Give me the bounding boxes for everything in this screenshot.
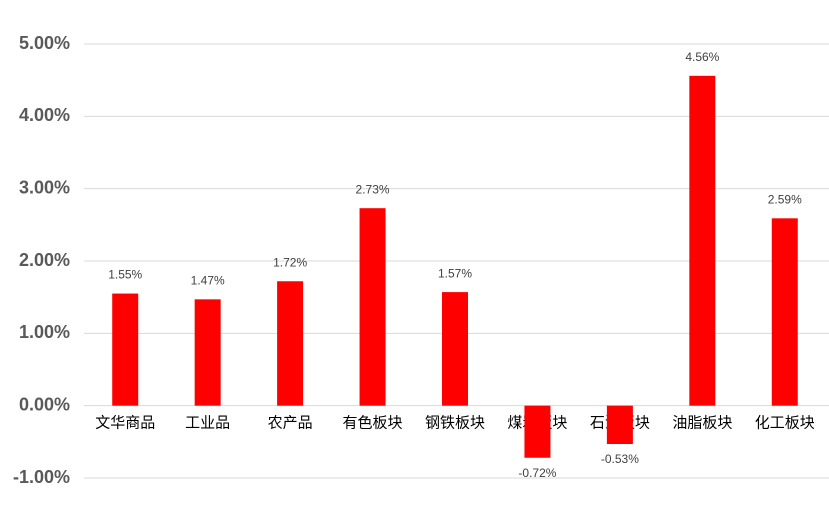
value-label: 1.47% [191,274,225,288]
bar [524,405,551,458]
bar [194,299,221,406]
bar [771,218,798,406]
value-label: -0.72% [518,466,556,480]
y-tick-label: 1.00% [19,322,70,342]
y-tick-label: 2.00% [19,250,70,270]
value-label: 2.73% [356,182,390,196]
value-label: 4.56% [685,50,719,64]
y-tick-label: -1.00% [13,467,70,487]
x-tick-label: 有色板块 [343,414,403,432]
x-tick-label: 文华商品 [95,415,155,432]
value-label: 1.55% [108,268,142,282]
bar [442,292,468,406]
x-tick-label: 化工板块 [755,414,815,432]
bar [606,405,633,445]
value-label: -0.53% [601,452,639,466]
value-label: 1.72% [273,255,307,269]
y-tick-label: 4.00% [19,105,70,125]
x-tick-label: 油脂板块 [672,414,732,432]
bar [689,75,716,406]
x-tick-label: 钢铁板块 [425,414,485,432]
value-label: 1.57% [438,266,472,280]
x-tick-label: 农产品 [268,415,313,432]
bar [277,281,304,406]
value-label: 2.59% [768,192,802,206]
bar [359,208,386,406]
y-tick-label: 5.00% [19,33,70,53]
x-tick-label: 工业品 [185,415,230,432]
bar [112,293,139,406]
y-tick-label: 0.00% [19,394,70,414]
y-tick-label: 3.00% [19,177,70,197]
